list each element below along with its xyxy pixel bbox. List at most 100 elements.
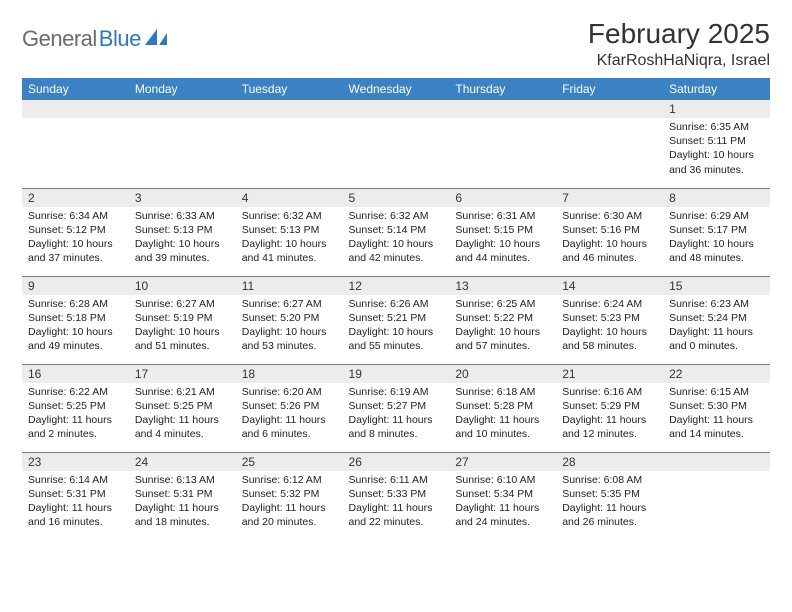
day-number: 13 — [449, 277, 556, 295]
weekday-header: Monday — [129, 78, 236, 100]
day-number — [449, 100, 556, 118]
day-line: Sunset: 5:31 PM — [135, 487, 230, 501]
day-line: Sunrise: 6:18 AM — [455, 385, 550, 399]
day-line: Sunset: 5:11 PM — [669, 134, 764, 148]
calendar-page: GeneralBlue February 2025 KfarRoshHaNiqr… — [0, 0, 792, 540]
day-body: Sunrise: 6:18 AMSunset: 5:28 PMDaylight:… — [449, 383, 556, 446]
day-number: 14 — [556, 277, 663, 295]
day-body: Sunrise: 6:30 AMSunset: 5:16 PMDaylight:… — [556, 207, 663, 270]
day-number — [129, 100, 236, 118]
calendar-day-cell: 28Sunrise: 6:08 AMSunset: 5:35 PMDayligh… — [556, 452, 663, 540]
day-line: Sunrise: 6:26 AM — [349, 297, 444, 311]
day-line: Daylight: 10 hours and 44 minutes. — [455, 237, 550, 265]
day-line: Sunrise: 6:27 AM — [135, 297, 230, 311]
calendar-day-cell: 1Sunrise: 6:35 AMSunset: 5:11 PMDaylight… — [663, 100, 770, 188]
day-number — [343, 100, 450, 118]
header: GeneralBlue February 2025 KfarRoshHaNiqr… — [22, 18, 770, 70]
calendar-day-cell: 2Sunrise: 6:34 AMSunset: 5:12 PMDaylight… — [22, 188, 129, 276]
day-line: Sunrise: 6:22 AM — [28, 385, 123, 399]
day-number: 24 — [129, 453, 236, 471]
day-line: Sunset: 5:14 PM — [349, 223, 444, 237]
day-line: Sunrise: 6:08 AM — [562, 473, 657, 487]
calendar-day-cell: 11Sunrise: 6:27 AMSunset: 5:20 PMDayligh… — [236, 276, 343, 364]
calendar-day-cell — [129, 100, 236, 188]
day-number: 9 — [22, 277, 129, 295]
weekday-header-row: Sunday Monday Tuesday Wednesday Thursday… — [22, 78, 770, 100]
day-line: Sunrise: 6:12 AM — [242, 473, 337, 487]
day-line: Daylight: 10 hours and 49 minutes. — [28, 325, 123, 353]
day-number: 5 — [343, 189, 450, 207]
calendar-week-row: 2Sunrise: 6:34 AMSunset: 5:12 PMDaylight… — [22, 188, 770, 276]
day-body — [236, 118, 343, 124]
day-line: Sunset: 5:29 PM — [562, 399, 657, 413]
day-body — [22, 118, 129, 124]
calendar-week-row: 1Sunrise: 6:35 AMSunset: 5:11 PMDaylight… — [22, 100, 770, 188]
brand-logo: GeneralBlue — [22, 18, 171, 52]
day-line: Daylight: 10 hours and 55 minutes. — [349, 325, 444, 353]
day-number: 26 — [343, 453, 450, 471]
day-number: 12 — [343, 277, 450, 295]
day-line: Sunset: 5:33 PM — [349, 487, 444, 501]
day-body: Sunrise: 6:20 AMSunset: 5:26 PMDaylight:… — [236, 383, 343, 446]
weekday-header: Friday — [556, 78, 663, 100]
day-line: Sunset: 5:28 PM — [455, 399, 550, 413]
day-line: Sunrise: 6:10 AM — [455, 473, 550, 487]
day-line: Sunrise: 6:29 AM — [669, 209, 764, 223]
day-number: 7 — [556, 189, 663, 207]
day-line: Sunrise: 6:14 AM — [28, 473, 123, 487]
day-body: Sunrise: 6:25 AMSunset: 5:22 PMDaylight:… — [449, 295, 556, 358]
calendar-day-cell — [449, 100, 556, 188]
day-line: Daylight: 10 hours and 58 minutes. — [562, 325, 657, 353]
location: KfarRoshHaNiqra, Israel — [588, 52, 770, 70]
day-line: Daylight: 10 hours and 36 minutes. — [669, 148, 764, 176]
day-body: Sunrise: 6:34 AMSunset: 5:12 PMDaylight:… — [22, 207, 129, 270]
day-body: Sunrise: 6:13 AMSunset: 5:31 PMDaylight:… — [129, 471, 236, 534]
day-body: Sunrise: 6:24 AMSunset: 5:23 PMDaylight:… — [556, 295, 663, 358]
day-line: Daylight: 11 hours and 16 minutes. — [28, 501, 123, 529]
day-line: Sunset: 5:16 PM — [562, 223, 657, 237]
calendar-day-cell: 15Sunrise: 6:23 AMSunset: 5:24 PMDayligh… — [663, 276, 770, 364]
day-line: Sunrise: 6:24 AM — [562, 297, 657, 311]
day-body: Sunrise: 6:29 AMSunset: 5:17 PMDaylight:… — [663, 207, 770, 270]
day-number: 22 — [663, 365, 770, 383]
day-body: Sunrise: 6:26 AMSunset: 5:21 PMDaylight:… — [343, 295, 450, 358]
day-line: Daylight: 11 hours and 2 minutes. — [28, 413, 123, 441]
day-number: 11 — [236, 277, 343, 295]
day-line: Sunrise: 6:33 AM — [135, 209, 230, 223]
day-number: 10 — [129, 277, 236, 295]
weekday-header: Sunday — [22, 78, 129, 100]
day-body: Sunrise: 6:16 AMSunset: 5:29 PMDaylight:… — [556, 383, 663, 446]
day-body: Sunrise: 6:31 AMSunset: 5:15 PMDaylight:… — [449, 207, 556, 270]
calendar-day-cell: 18Sunrise: 6:20 AMSunset: 5:26 PMDayligh… — [236, 364, 343, 452]
calendar-day-cell: 9Sunrise: 6:28 AMSunset: 5:18 PMDaylight… — [22, 276, 129, 364]
day-number — [556, 100, 663, 118]
day-line: Daylight: 11 hours and 22 minutes. — [349, 501, 444, 529]
day-line: Daylight: 11 hours and 20 minutes. — [242, 501, 337, 529]
calendar-day-cell: 20Sunrise: 6:18 AMSunset: 5:28 PMDayligh… — [449, 364, 556, 452]
day-body: Sunrise: 6:12 AMSunset: 5:32 PMDaylight:… — [236, 471, 343, 534]
day-number: 20 — [449, 365, 556, 383]
day-line: Daylight: 11 hours and 14 minutes. — [669, 413, 764, 441]
day-line: Sunrise: 6:11 AM — [349, 473, 444, 487]
day-line: Sunset: 5:34 PM — [455, 487, 550, 501]
day-number: 25 — [236, 453, 343, 471]
day-body: Sunrise: 6:21 AMSunset: 5:25 PMDaylight:… — [129, 383, 236, 446]
day-line: Sunset: 5:31 PM — [28, 487, 123, 501]
day-line: Daylight: 10 hours and 51 minutes. — [135, 325, 230, 353]
day-body: Sunrise: 6:19 AMSunset: 5:27 PMDaylight:… — [343, 383, 450, 446]
day-number: 27 — [449, 453, 556, 471]
day-number: 21 — [556, 365, 663, 383]
calendar-day-cell — [22, 100, 129, 188]
day-number: 18 — [236, 365, 343, 383]
calendar-week-row: 9Sunrise: 6:28 AMSunset: 5:18 PMDaylight… — [22, 276, 770, 364]
day-line: Sunrise: 6:27 AM — [242, 297, 337, 311]
calendar-day-cell: 12Sunrise: 6:26 AMSunset: 5:21 PMDayligh… — [343, 276, 450, 364]
title-block: February 2025 KfarRoshHaNiqra, Israel — [588, 18, 770, 70]
day-body: Sunrise: 6:23 AMSunset: 5:24 PMDaylight:… — [663, 295, 770, 358]
day-line: Sunrise: 6:35 AM — [669, 120, 764, 134]
calendar-day-cell: 16Sunrise: 6:22 AMSunset: 5:25 PMDayligh… — [22, 364, 129, 452]
day-line: Sunset: 5:13 PM — [135, 223, 230, 237]
day-line: Sunset: 5:25 PM — [28, 399, 123, 413]
day-line: Sunset: 5:13 PM — [242, 223, 337, 237]
calendar-day-cell: 25Sunrise: 6:12 AMSunset: 5:32 PMDayligh… — [236, 452, 343, 540]
